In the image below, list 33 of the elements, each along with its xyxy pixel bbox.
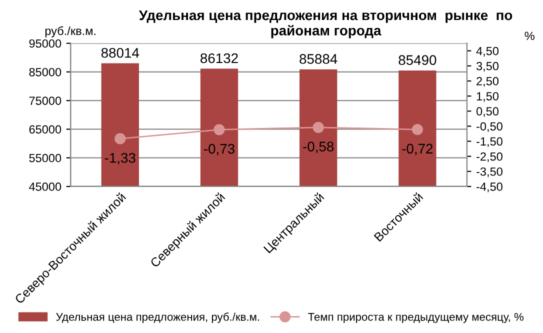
point (114, 133, 126, 144)
y2-tick-label: 1,50 (476, 92, 499, 102)
y2-tick-label: 2,50 (476, 77, 499, 87)
data-label: -0,73 (204, 144, 234, 156)
data-label: -1,33 (104, 152, 136, 164)
point (312, 122, 324, 133)
chart-title: Удельная цена предложения на вторичном рынке по районам города (138, 10, 512, 38)
y2-tick-label: -3,50 (476, 167, 502, 178)
legend-label: Удельная цена предложения, руб./кв.м. (56, 312, 260, 323)
legend-label: Темп прироста к предыдущему месяцу, % (308, 312, 524, 323)
y-tick-label: 55000 (29, 154, 62, 162)
y2-axis-title: % (524, 32, 534, 40)
y-tick-label: 45000 (29, 182, 62, 191)
data-label: -0,58 (303, 142, 334, 154)
y-tick-label: 65000 (29, 125, 62, 134)
y2-tick-label: -0,50 (476, 122, 502, 132)
y2-tick-label: -1,50 (476, 137, 502, 148)
data-label: -0,72 (402, 144, 433, 156)
data-label: 85490 (398, 55, 436, 65)
y-tick-label: 95000 (29, 39, 62, 48)
y2-tick-label: -4,50 (476, 182, 502, 192)
y2-tick-label: -2,50 (476, 152, 502, 162)
y2-tick-label: 3,50 (476, 62, 499, 72)
point (412, 124, 423, 136)
y2-tick-label: 0,50 (476, 107, 499, 117)
data-label: 88014 (101, 48, 140, 58)
y-tick-label: 85000 (29, 68, 62, 76)
y-axis-title: руб./кв.м. (45, 26, 96, 38)
y2-tick-label: 4,50 (476, 46, 499, 57)
data-label: 85884 (300, 54, 338, 64)
y-tick-label: 75000 (29, 96, 62, 105)
data-label: 86132 (200, 53, 238, 64)
point (214, 124, 225, 136)
